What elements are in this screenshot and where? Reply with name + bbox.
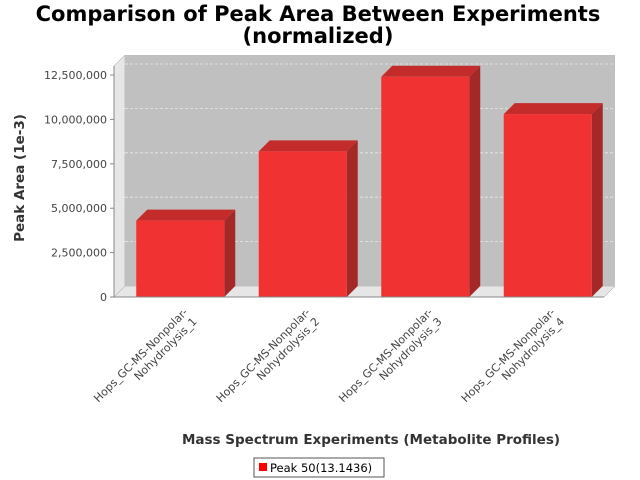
gridline-side [113,108,126,120]
x-axis-label: Mass Spectrum Experiments (Metabolite Pr… [182,432,560,448]
bar-front [503,114,592,298]
bar-top [258,140,358,152]
bars [136,65,603,298]
plot-left-wall [113,54,126,298]
bar [136,209,236,297]
bar-top [503,103,603,115]
bar-side [591,103,603,298]
x-tick-label-line: Hops_GC-MS-Nonpolar- [91,306,190,405]
bar-front [258,151,347,297]
x-tick-label: Hops_GC-MS-Nonpolar-Nohydrolysis_3 [336,306,444,405]
legend-swatch [259,463,267,471]
legend-box [253,457,385,478]
x-tick-label-line: Hops_GC-MS-Nonpolar- [214,306,313,405]
bar-front [381,76,470,297]
gridline-side [113,196,126,209]
gridline-side [113,152,126,165]
bar [503,103,603,298]
bar [258,140,358,297]
bar-side [346,140,358,297]
chart-title-line-1: Comparison of Peak Area Between Experime… [36,2,601,26]
chart-title-line-2: (normalized) [243,24,394,48]
bar-front [136,220,225,297]
x-tick-label: Hops_GC-MS-Nonpolar-Nohydrolysis_1 [91,306,199,405]
y-tick-label: 10,000,000 [44,113,107,126]
bar-side [469,65,481,297]
gridline-side [113,241,126,253]
y-axis: 0 2,500,000 5,000,000 7,500,000 10,000,000 12… [44,66,115,304]
gridline-side [113,63,126,76]
y-tick-label: 7,500,000 [51,158,107,171]
bar-side [224,209,236,297]
x-tick-label: Hops_GC-MS-Nonpolar-Nohydrolysis_4 [459,306,567,405]
legend-entry: Peak 50(13.1436) [270,461,372,475]
y-axis-label: Peak Area (1e-3) [12,114,28,242]
x-tick-label-line: Hops_GC-MS-Nonpolar- [459,306,558,405]
y-tick-label: 5,000,000 [51,202,107,215]
bar [381,65,481,297]
y-tick-label: 0 [100,291,107,304]
y-tick-label: 2,500,000 [51,247,107,260]
x-axis: Hops_GC-MS-Nonpolar-Nohydrolysis_1 Hops_G… [91,296,604,405]
bar-top [136,209,236,221]
legend: Peak 50(13.1436) [253,457,385,478]
x-tick-label-line: Hops_GC-MS-Nonpolar- [336,306,435,405]
bar-top [381,65,481,77]
x-tick-label: Hops_GC-MS-Nonpolar-Nohydrolysis_2 [214,306,322,405]
y-tick-label: 12,500,000 [44,69,107,82]
